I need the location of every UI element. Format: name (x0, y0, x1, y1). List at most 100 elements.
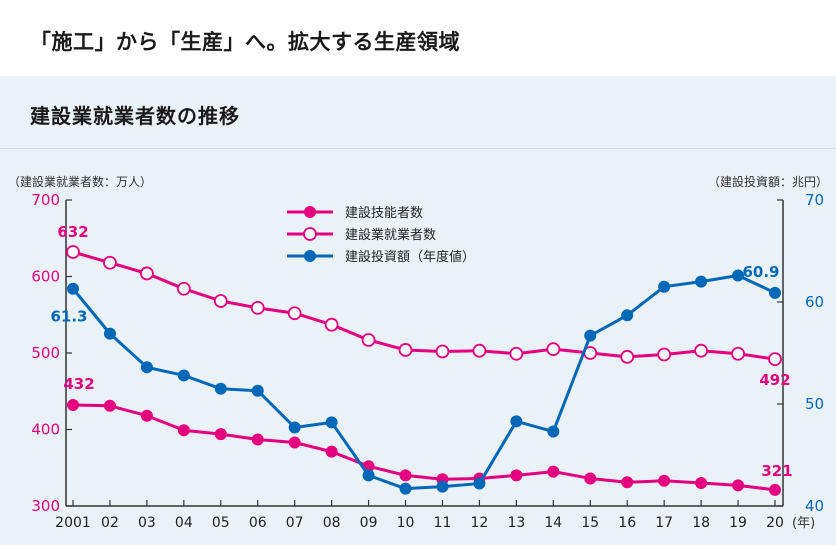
x-tick-label: 14 (544, 515, 562, 531)
data-label: 432 (63, 375, 94, 393)
x-tick-label: 15 (581, 515, 599, 531)
legend-marker (304, 206, 316, 218)
data-point (472, 343, 487, 358)
x-tick-label: 2001 (55, 515, 91, 531)
x-tick-label: 13 (507, 515, 525, 531)
data-point (768, 352, 782, 367)
series-line (71, 273, 776, 491)
data-point (399, 482, 412, 495)
x-tick-label: 03 (138, 515, 156, 531)
series-line (72, 403, 776, 492)
left-axis-label: （建設業就業者数：万人） (8, 174, 152, 189)
chart-panel (0, 76, 836, 545)
data-point (324, 317, 339, 332)
data-point (177, 369, 190, 382)
title-divider (0, 148, 836, 149)
data-point (213, 294, 228, 308)
data-point (66, 245, 80, 259)
data-point (214, 382, 227, 395)
data-point (214, 428, 227, 441)
data-point (103, 255, 117, 270)
data-point (399, 469, 412, 482)
data-point (398, 343, 413, 357)
data-point (732, 479, 745, 492)
x-tick-label: 11 (434, 515, 452, 531)
data-point (509, 346, 524, 361)
data-point (657, 347, 672, 362)
data-point (325, 445, 338, 458)
data-point (251, 384, 264, 397)
data-label: 321 (761, 462, 792, 480)
data-point (658, 280, 671, 293)
data-point (177, 424, 190, 437)
data-point (287, 306, 302, 321)
data-point (361, 333, 376, 347)
data-point (658, 474, 671, 487)
data-point (103, 399, 116, 412)
right-tick-label: 60 (805, 293, 824, 311)
x-tick-label: 02 (101, 515, 119, 531)
data-label: 60.9 (742, 263, 779, 281)
data-point (547, 465, 560, 478)
data-point (510, 469, 523, 482)
right-tick-label: 70 (805, 191, 824, 209)
data-label: 492 (759, 371, 790, 389)
data-point (288, 436, 301, 449)
data-point (584, 329, 597, 342)
x-axis-unit: (年) (792, 516, 815, 531)
legend-marker (303, 227, 317, 241)
data-point (510, 415, 523, 428)
x-tick-label: 20 (766, 515, 784, 531)
data-point (769, 483, 781, 496)
series-line (72, 250, 776, 361)
data-point (139, 266, 154, 281)
data-point (288, 421, 301, 434)
legend-label: 建設投資額（年度値） (345, 249, 475, 265)
x-tick-label: 18 (692, 515, 710, 531)
data-point (325, 416, 338, 429)
data-point (103, 327, 116, 340)
data-point (546, 342, 561, 357)
x-tick-label: 06 (249, 515, 267, 531)
data-label: 61.3 (50, 308, 87, 326)
data-point (250, 300, 265, 315)
x-tick-label: 09 (360, 515, 378, 531)
right-axis-label: （建設投資額：兆円） (708, 174, 828, 189)
x-tick-label: 04 (175, 515, 193, 531)
left-tick-label: 300 (31, 497, 60, 515)
data-point (67, 399, 79, 412)
legend-marker (304, 250, 316, 262)
right-tick-label: 50 (805, 395, 824, 413)
data-point (362, 469, 375, 482)
data-point (732, 269, 745, 282)
data-point (435, 344, 450, 359)
data-point (584, 472, 597, 485)
legend-label: 建設技能者数 (345, 205, 423, 221)
data-point (140, 409, 153, 422)
left-tick-label: 400 (31, 421, 60, 439)
axes: 300 400 500 600 700 40 50 60 70 2001 02 03 04 05 06 07 0… (31, 191, 824, 531)
data-point (547, 425, 560, 438)
x-tick-label: 07 (286, 515, 304, 531)
x-tick-label: 17 (655, 515, 673, 531)
data-point (694, 343, 709, 358)
legend-label: 建設業就業者数 (345, 227, 436, 243)
left-tick-label: 600 (31, 268, 60, 286)
data-point (140, 361, 153, 374)
data-point (621, 476, 634, 489)
data-point (176, 281, 191, 296)
left-tick-label: 700 (31, 191, 60, 209)
data-point (769, 286, 781, 299)
series-lines: 432 321 632 492 61.3 60.9 (50, 223, 793, 496)
page-headline: 「施工」から「生産」へ。拡大する生産領域 (30, 30, 460, 54)
x-tick-label: 05 (212, 515, 230, 531)
data-point (621, 309, 634, 322)
data-point (695, 275, 708, 288)
data-point (473, 477, 486, 490)
chart-title: 建設業就業者数の推移 (30, 104, 240, 128)
right-tick-label: 40 (805, 497, 824, 515)
data-point (731, 346, 745, 361)
data-point (251, 433, 264, 446)
